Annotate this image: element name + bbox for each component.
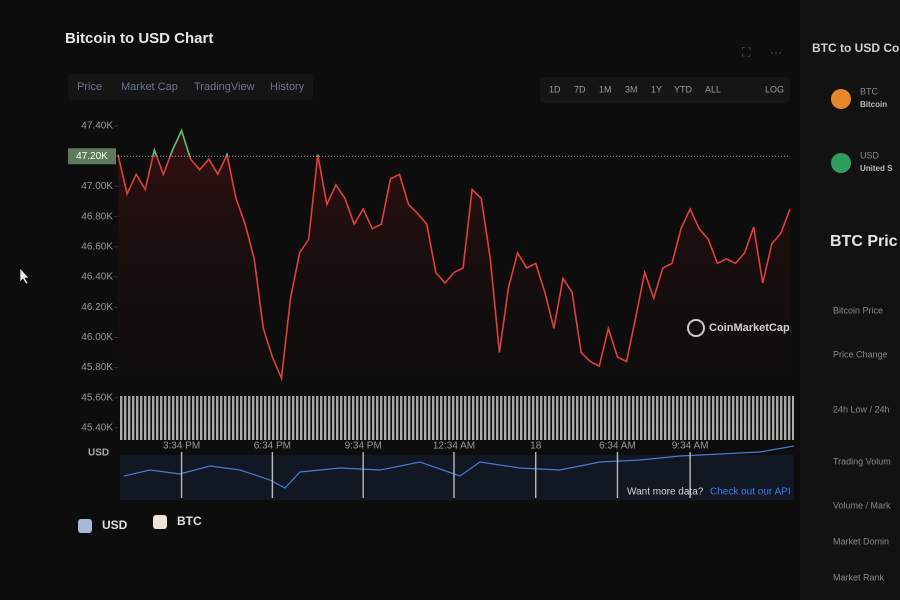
navigator-label: USD — [88, 448, 109, 459]
x-tick-label: 6:34 AM — [599, 441, 636, 452]
legend-swatch[interactable] — [78, 519, 92, 533]
stat-label: Market Rank — [833, 572, 885, 582]
range-button[interactable]: 1M — [599, 84, 612, 94]
usd-icon — [831, 153, 851, 173]
navigator-line — [123, 445, 795, 489]
coin-name: United S — [860, 164, 893, 173]
y-tick-label: 45.80K — [81, 362, 113, 373]
x-tick-label: 12:34 AM — [433, 441, 475, 452]
price-line — [117, 128, 791, 382]
more-icon[interactable]: ··· — [770, 45, 782, 59]
x-tick-label: 9:34 PM — [345, 441, 382, 452]
range-button[interactable]: 1Y — [651, 84, 662, 94]
sidebar-title: BTC to USD Co — [812, 41, 899, 55]
btc-icon — [831, 89, 851, 109]
coin-name: Bitcoin — [860, 100, 887, 109]
y-tick-label: 46.00K — [81, 332, 113, 343]
y-tick-label: 46.80K — [81, 211, 113, 222]
x-tick-label: 18 — [530, 441, 542, 452]
y-tick-label: 45.40K — [81, 423, 113, 434]
y-tick-label: 47.40K — [81, 121, 113, 132]
range-button[interactable]: ALL — [705, 84, 721, 94]
range-button[interactable]: 3M — [625, 84, 638, 94]
y-tick-label: 46.60K — [81, 241, 113, 252]
reference-label: 47.20K — [76, 151, 108, 162]
stat-label: Trading Volum — [833, 456, 891, 466]
range-bar — [540, 77, 790, 103]
legend-label[interactable]: BTC — [177, 514, 202, 528]
watermark: CoinMarketCap — [709, 322, 790, 334]
stat-label: Price Change — [833, 349, 888, 359]
stats-title: BTC Pric — [830, 233, 898, 250]
range-button[interactable]: 1D — [549, 84, 561, 94]
stat-label: Volume / Mark — [833, 500, 891, 510]
x-tick-label: 9:34 AM — [672, 441, 709, 452]
legend-swatch[interactable] — [153, 515, 167, 529]
cursor — [19, 267, 30, 285]
tab[interactable]: Market Cap — [121, 81, 178, 93]
price-area — [118, 130, 790, 434]
tab[interactable]: Price — [77, 81, 102, 93]
coin-symbol: BTC — [860, 86, 879, 96]
tab-bar — [68, 74, 313, 100]
api-note: Want more data? — [627, 487, 704, 498]
tab[interactable]: TradingView — [194, 81, 255, 93]
expand-icon[interactable]: ⛶ — [741, 45, 751, 59]
tab[interactable]: History — [270, 81, 305, 93]
range-button[interactable]: LOG — [765, 84, 784, 94]
api-link[interactable]: Check out our API — [710, 487, 791, 498]
coin-symbol: USD — [860, 150, 880, 160]
stat-label: Market Domin — [833, 536, 889, 546]
legend-label[interactable]: USD — [102, 518, 128, 532]
stat-label: Bitcoin Price — [833, 305, 883, 315]
x-tick-label: 6:34 PM — [254, 441, 291, 452]
page-title: Bitcoin to USD Chart — [65, 30, 213, 47]
y-tick-label: 47.00K — [81, 181, 113, 192]
range-button[interactable]: 7D — [574, 84, 586, 94]
y-tick-label: 46.20K — [81, 302, 113, 313]
stat-label: 24h Low / 24h — [833, 404, 890, 414]
x-tick-label: 3:34 PM — [163, 441, 200, 452]
y-tick-label: 46.40K — [81, 272, 113, 283]
range-button[interactable]: YTD — [674, 84, 693, 94]
navigator-bg — [120, 455, 794, 500]
reference-badge — [68, 148, 116, 165]
y-tick-label: 45.60K — [81, 392, 113, 403]
watermark-logo — [687, 319, 705, 337]
